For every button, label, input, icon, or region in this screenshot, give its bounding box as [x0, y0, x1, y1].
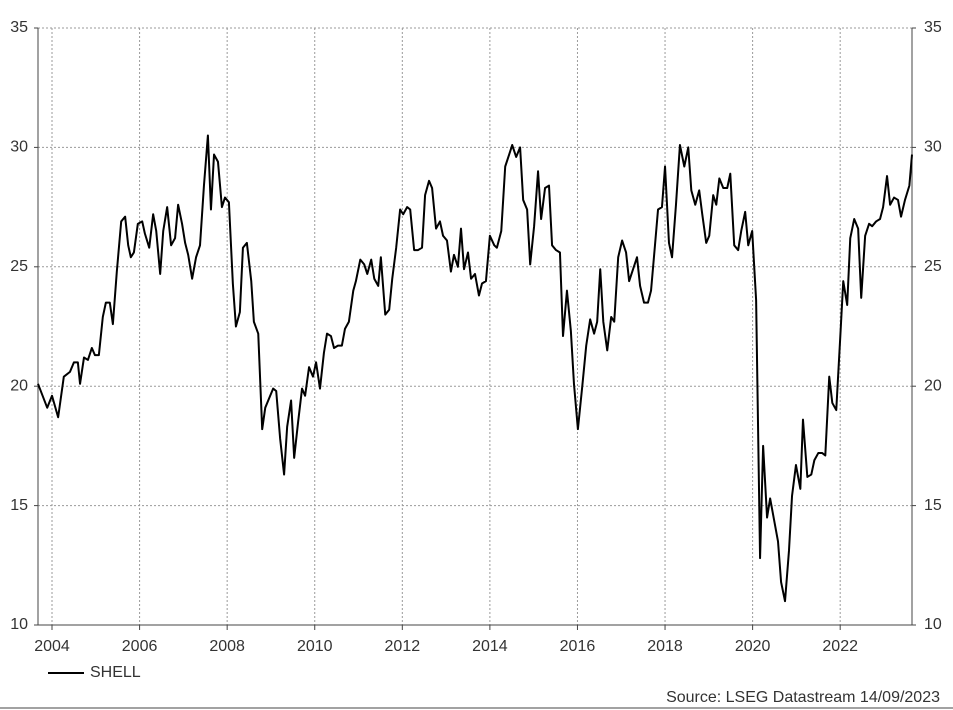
y-tick-label: 25 [10, 258, 28, 275]
source-note: Source: LSEG Datastream 14/09/2023 [666, 689, 940, 706]
y-tick-label: 20 [10, 377, 28, 394]
y-tick-label: 10 [10, 616, 28, 633]
y2-tick-label: 35 [924, 19, 942, 36]
y-tick-label: 15 [10, 497, 28, 514]
x-tick-label: 2006 [122, 638, 158, 655]
y-tick-label: 35 [10, 19, 28, 36]
y2-tick-label: 10 [924, 616, 942, 633]
x-tick-label: 2014 [472, 638, 508, 655]
y-tick-label: 30 [10, 139, 28, 156]
y2-tick-label: 20 [924, 377, 942, 394]
x-tick-label: 2012 [385, 638, 421, 655]
x-tick-label: 2022 [822, 638, 858, 655]
x-tick-label: 2018 [647, 638, 683, 655]
x-tick-label: 2008 [209, 638, 245, 655]
y2-tick-label: 30 [924, 139, 942, 156]
line-series [37, 134, 913, 603]
x-tick-label: 2010 [297, 638, 333, 655]
y2-tick-label: 15 [924, 497, 942, 514]
x-tick-label: 2016 [560, 638, 596, 655]
x-tick-label: 2020 [735, 638, 771, 655]
y2-tick-label: 25 [924, 258, 942, 275]
x-tick-label: 2004 [34, 638, 70, 655]
legend-label: SHELL [90, 664, 141, 681]
